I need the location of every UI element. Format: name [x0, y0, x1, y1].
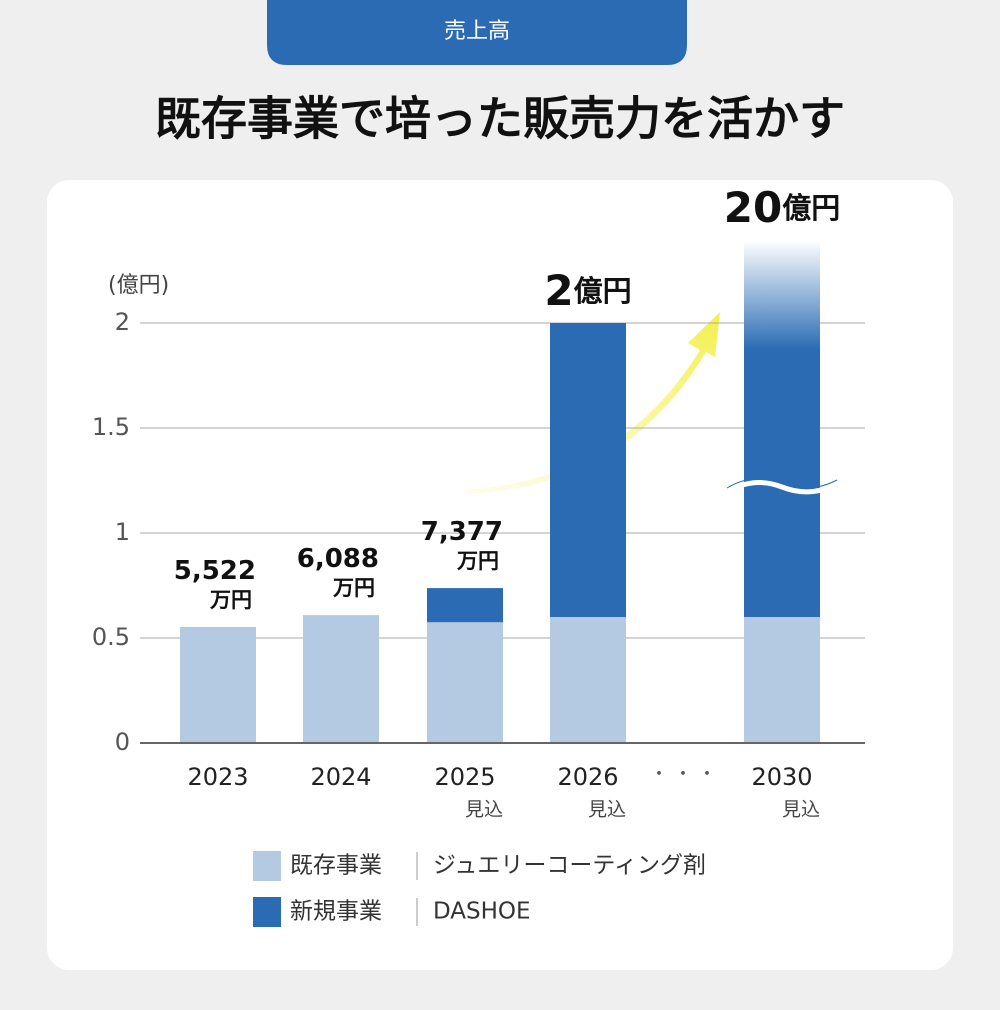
total-label: 6,088 — [297, 544, 379, 574]
bar-segment — [550, 323, 626, 617]
total-unit: 億円 — [782, 191, 840, 225]
badge — [267, 0, 687, 65]
y-tick-label: 0.5 — [92, 623, 130, 651]
y-tick-label: 1.5 — [92, 413, 130, 441]
gap-label: ・・・ — [650, 764, 722, 785]
x-tick-label: 2030 — [751, 763, 812, 791]
bar-segment — [180, 627, 256, 743]
total-number: 5,522 — [174, 556, 256, 586]
total-number: 6,088 — [297, 544, 379, 574]
legend-swatch — [253, 851, 281, 881]
y-tick-label: 2 — [115, 308, 130, 336]
y-tick-label: 0 — [115, 728, 130, 756]
total-number: 7,377 — [421, 517, 503, 547]
legend-description: DASHOE — [433, 899, 531, 925]
total-label: 2億円 — [544, 266, 631, 315]
axis-break — [725, 480, 839, 495]
axis-break — [726, 478, 838, 489]
legend-swatch — [253, 897, 281, 927]
total-label: 5,522 — [174, 556, 256, 586]
bar-segment — [427, 622, 503, 743]
x-tick-label: 2023 — [187, 763, 248, 791]
badge-text: 売上高 — [444, 19, 510, 44]
total-number: 2 — [544, 266, 573, 315]
bar-segment — [744, 617, 820, 743]
total-unit: 億円 — [574, 274, 632, 308]
total-unit: 万円 — [456, 549, 499, 573]
legend-description: ジュエリーコーティング剤 — [433, 853, 706, 879]
bar-segment — [550, 617, 626, 743]
total-label: 20億円 — [724, 183, 840, 232]
bar-segment — [427, 588, 503, 623]
total-label: 7,377 — [421, 517, 503, 547]
total-number: 20 — [724, 183, 782, 232]
x-tick-label: 2025 — [434, 763, 495, 791]
y-tick-label: 1 — [115, 518, 130, 546]
x-tick-note: 見込 — [782, 799, 820, 821]
bar-fade — [744, 240, 820, 350]
x-tick-note: 見込 — [588, 799, 626, 821]
headline: 既存事業で培った販売力を活かす — [155, 92, 845, 146]
card — [47, 180, 953, 970]
total-unit: 万円 — [332, 576, 375, 600]
x-tick-label: 2024 — [310, 763, 371, 791]
y-unit: (億円) — [108, 273, 169, 298]
x-tick-note: 見込 — [465, 799, 503, 821]
legend-name: 新規事業 — [290, 899, 382, 925]
total-unit: 万円 — [209, 588, 252, 612]
bar-segment — [303, 615, 379, 743]
x-tick-label: 2026 — [557, 763, 618, 791]
legend-name: 既存事業 — [290, 853, 382, 879]
